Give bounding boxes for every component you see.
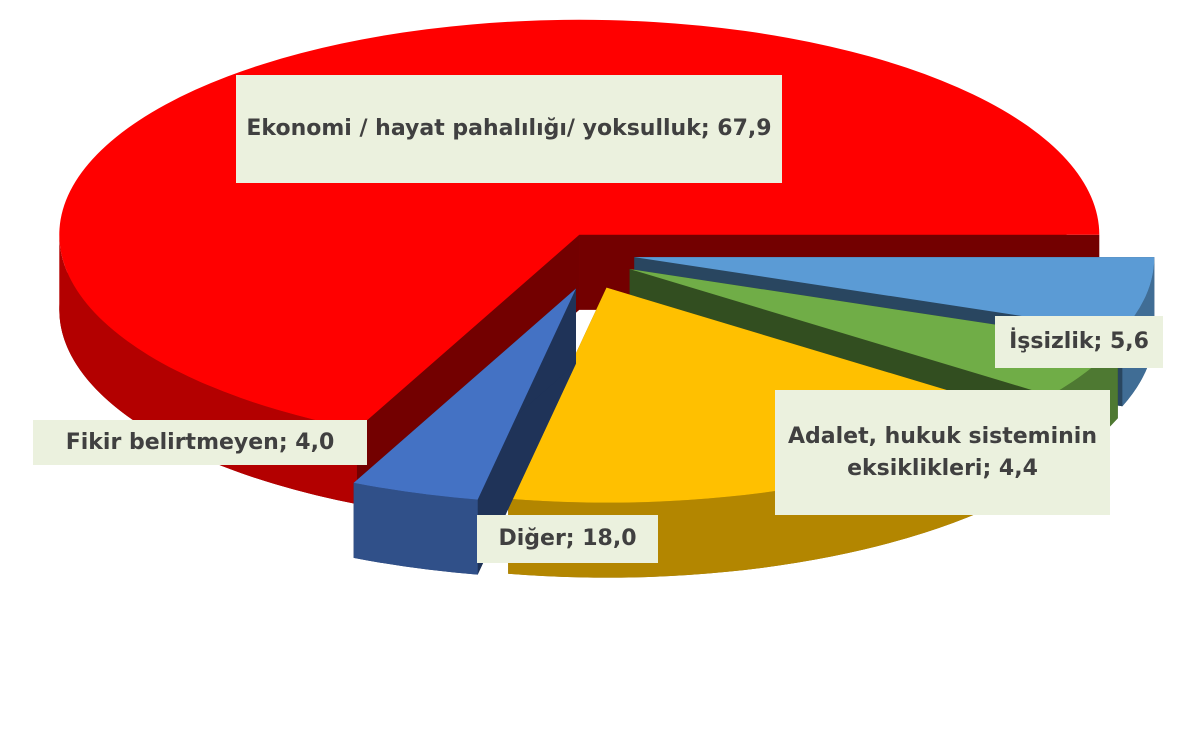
- data-label: Ekonomi / hayat pahalılığı/ yoksulluk; 6…: [236, 75, 782, 183]
- slice-side: [353, 482, 478, 575]
- data-label: Adalet, hukuk sisteminin eksiklikleri; 4…: [775, 390, 1110, 515]
- data-label: İşsizlik; 5,6: [995, 316, 1163, 368]
- data-label: Fikir belirtmeyen; 4,0: [33, 420, 367, 465]
- slice: [634, 257, 1155, 332]
- slice: [353, 288, 577, 500]
- data-label: Diğer; 18,0: [477, 515, 658, 563]
